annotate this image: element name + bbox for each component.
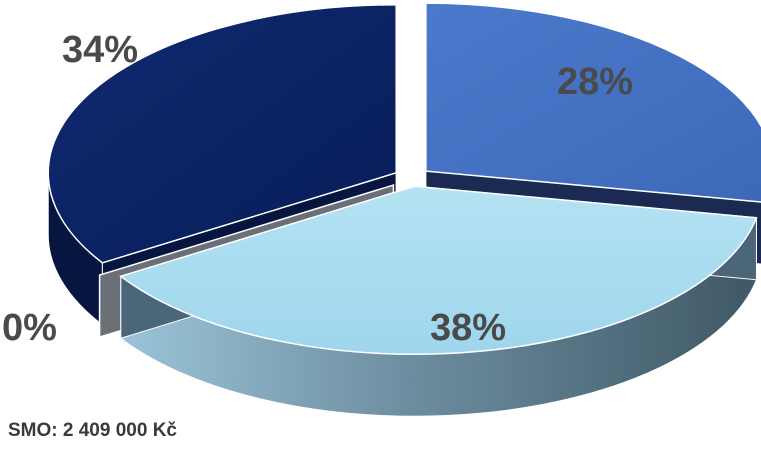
pie-slice-4-top [47, 4, 397, 264]
pie-slice-2-top [119, 185, 758, 355]
slices-layer [47, 2, 761, 417]
pie-slice-2 [119, 185, 758, 417]
pie-slice-1-top [425, 2, 761, 203]
footer-note: SMO: 2 409 000 Kč [8, 420, 177, 441]
data-label-slice-4: 34% [62, 29, 138, 71]
data-label-slice-2: 38% [430, 307, 506, 349]
data-labels-layer: 28% 38% 0% 34% [2, 29, 633, 349]
data-label-slice-3: 0% [2, 307, 57, 349]
data-label-slice-1: 28% [557, 61, 633, 103]
